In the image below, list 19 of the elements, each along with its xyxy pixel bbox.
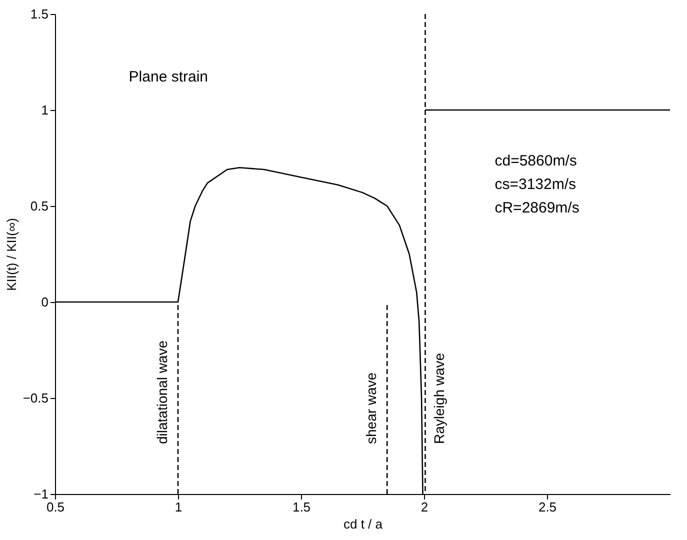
ref-line-label: Rayleigh wave	[431, 352, 448, 444]
y-tick-label: 1.5	[30, 6, 48, 22]
y-tick-label: 1	[41, 102, 48, 118]
annotation: Plane strain	[128, 68, 208, 86]
text: shear wave	[363, 372, 380, 444]
y-tick-label: 0.5	[30, 198, 48, 214]
y-tick-label: 0	[41, 294, 48, 310]
y-tick-label: −0.5	[22, 390, 48, 406]
x-tick-label: 2	[420, 500, 428, 514]
y-tick-label: −1	[34, 486, 48, 502]
x-axis-title: cd t / a	[343, 516, 384, 532]
annotation: cd=5860m/s	[494, 152, 577, 170]
y-axis-title: KII(t) / KII(∞)	[4, 218, 19, 291]
x-tick-label: 1	[174, 500, 182, 514]
x-tick-label: 1.5	[292, 500, 311, 514]
annotation: cR=2869m/s	[494, 199, 580, 216]
text: dilatational wave	[154, 340, 170, 444]
annotation: cs=3132m/s	[494, 176, 576, 193]
x-tick-label: 2.5	[538, 500, 557, 514]
